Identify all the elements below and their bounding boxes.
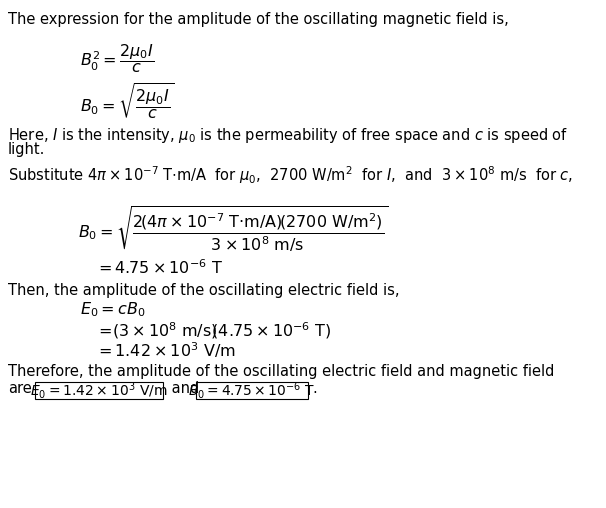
Text: $B_0 = \sqrt{\dfrac{2\!\left(4\pi \times10^{-7}\ \mathrm{T{\cdot}m/A}\right)\!\l: $B_0 = \sqrt{\dfrac{2\!\left(4\pi \times… bbox=[78, 204, 388, 254]
Text: .: . bbox=[312, 381, 317, 396]
Text: and: and bbox=[167, 381, 199, 396]
Text: $E_0 =1.42\times10^3\ \mathrm{V/m}$: $E_0 =1.42\times10^3\ \mathrm{V/m}$ bbox=[30, 380, 168, 401]
Text: $=1.42\times10^3\ \mathrm{V/m}$: $=1.42\times10^3\ \mathrm{V/m}$ bbox=[95, 340, 236, 360]
Text: Then, the amplitude of the oscillating electric field is,: Then, the amplitude of the oscillating e… bbox=[8, 283, 399, 298]
Text: Therefore, the amplitude of the oscillating electric field and magnetic field: Therefore, the amplitude of the oscillat… bbox=[8, 364, 554, 379]
Text: $B_0 =4.75\times10^{-6}\ \mathrm{T}$: $B_0 =4.75\times10^{-6}\ \mathrm{T}$ bbox=[188, 380, 316, 401]
FancyBboxPatch shape bbox=[35, 382, 163, 399]
Text: are: are bbox=[8, 381, 32, 396]
Text: $=4.75\times10^{-6}\ \mathrm{T}$: $=4.75\times10^{-6}\ \mathrm{T}$ bbox=[95, 258, 223, 277]
Text: $B_0 = \sqrt{\dfrac{2\mu_0 I}{c}}$: $B_0 = \sqrt{\dfrac{2\mu_0 I}{c}}$ bbox=[80, 82, 174, 122]
Text: $B_0^2 = \dfrac{2\mu_0 I}{c}$: $B_0^2 = \dfrac{2\mu_0 I}{c}$ bbox=[80, 42, 154, 75]
Text: Substitute $4\pi \times10^{-7}$ T$\cdot$m/A  for $\mu_0$,  2700 W/m$^2$  for $I$: Substitute $4\pi \times10^{-7}$ T$\cdot$… bbox=[8, 164, 573, 186]
Text: $E_0 = cB_0$: $E_0 = cB_0$ bbox=[80, 300, 145, 319]
Text: light.: light. bbox=[8, 142, 45, 157]
Text: Here, $I$ is the intensity, $\mu_0$ is the permeability of free space and $c$ is: Here, $I$ is the intensity, $\mu_0$ is t… bbox=[8, 126, 568, 145]
FancyBboxPatch shape bbox=[196, 382, 308, 399]
Text: The expression for the amplitude of the oscillating magnetic field is,: The expression for the amplitude of the … bbox=[8, 12, 509, 27]
Text: $=\!\left(3\times10^8\ \mathrm{m/s}\right)\!\!\left(4.75\times10^{-6}\ \mathrm{T: $=\!\left(3\times10^8\ \mathrm{m/s}\righ… bbox=[95, 320, 331, 341]
